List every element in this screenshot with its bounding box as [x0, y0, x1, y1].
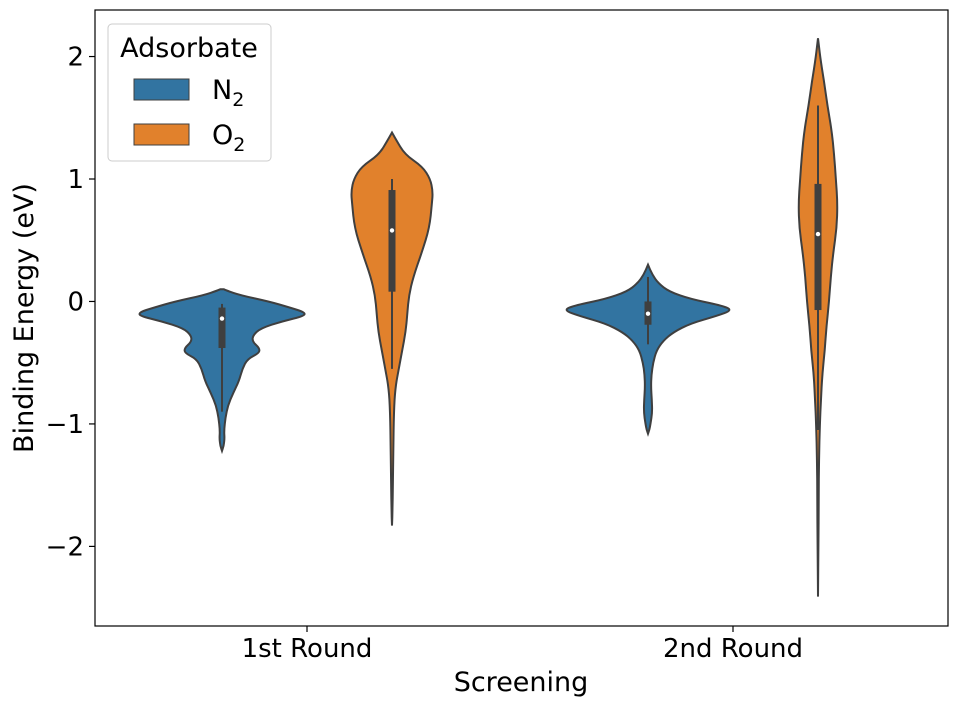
legend: Adsorbate N2 O2	[107, 23, 272, 162]
violin-box	[814, 183, 822, 311]
y-tick-label: 1	[67, 165, 84, 195]
legend-swatch-o2	[133, 123, 190, 146]
plot-frame	[94, 9, 949, 627]
violin-box	[388, 190, 396, 292]
violin-median	[389, 228, 395, 233]
x-tick-label: 2nd Round	[663, 634, 803, 664]
violin-n2-2nd-round	[565, 262, 731, 437]
x-tick-label: 1st Round	[242, 634, 373, 664]
legend-swatch-n2	[133, 78, 190, 101]
violin-median	[645, 311, 651, 316]
legend-label-n2: N2	[212, 75, 244, 111]
y-tick-label: −2	[46, 532, 84, 562]
x-axis-label: Screening	[454, 667, 589, 698]
legend-label-o2: O2	[212, 120, 245, 156]
y-tick-label: 2	[67, 43, 84, 73]
violin-median	[815, 231, 821, 237]
violin-box	[218, 307, 226, 349]
y-tick-label: −1	[46, 410, 84, 440]
y-axis-label: Binding Energy (eV)	[9, 183, 40, 453]
y-tick-label: 0	[67, 287, 84, 317]
legend-title: Adsorbate	[120, 33, 258, 64]
violin-median	[219, 316, 225, 321]
